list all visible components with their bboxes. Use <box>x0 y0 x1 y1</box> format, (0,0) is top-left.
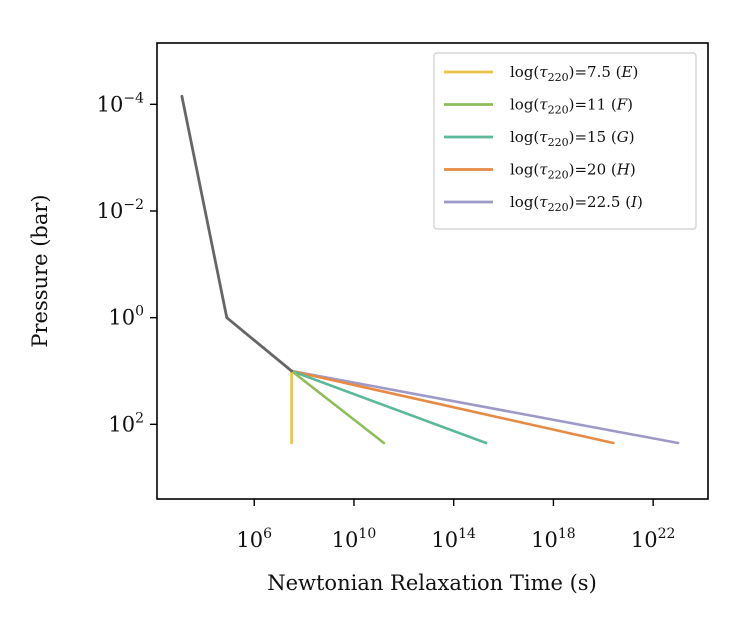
x-tick-label: 1010 <box>332 526 377 552</box>
series-line-upper-profile <box>180 94 294 373</box>
legend-label-E: log(τ220)=7.5 (E) <box>510 63 638 84</box>
y-tick-label: 102 <box>108 410 144 436</box>
series-layer <box>180 94 680 445</box>
tick-layer: 106 1010 1014 1018 1022 10−4 10−2 100 102 <box>97 90 676 552</box>
legend: log(τ220)=7.5 (E) log(τ220)=11 (F) log(τ22… <box>433 52 697 230</box>
y-tick-label: 100 <box>108 304 144 330</box>
legend-label-H: log(τ220)=20 (H) <box>510 161 636 182</box>
legend-label-I: log(τ220)=22.5 (I) <box>510 193 643 214</box>
series-line-H <box>290 369 615 445</box>
legend-label-G: log(τ220)=15 (G) <box>510 128 635 149</box>
legend-box <box>433 52 697 230</box>
series-line-G <box>290 369 488 445</box>
x-tick-label: 1014 <box>431 526 476 552</box>
x-tick-label: 106 <box>236 526 272 552</box>
y-tick-label: 10−4 <box>97 90 144 116</box>
x-tick-label: 1022 <box>631 526 676 552</box>
x-axis-title: Newtonian Relaxation Time (s) <box>267 571 597 595</box>
y-tick-label: 10−2 <box>97 197 144 223</box>
series-line-I <box>290 369 680 445</box>
series-line-F <box>290 369 386 445</box>
legend-label-F: log(τ220)=11 (F) <box>510 96 633 117</box>
x-tick-label: 1018 <box>531 526 576 552</box>
y-axis-title: Pressure (bar) <box>28 194 52 347</box>
plot-frame <box>156 42 709 500</box>
